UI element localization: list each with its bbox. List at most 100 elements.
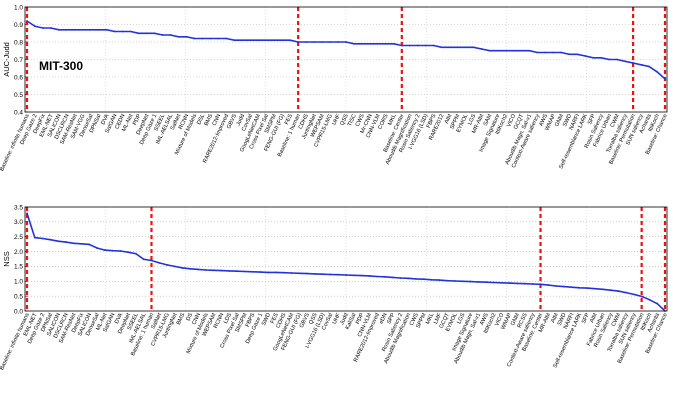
data-point [243,270,246,273]
data-point [88,243,91,246]
data-point [464,46,467,49]
data-point [153,32,156,35]
data-point [544,51,547,54]
data-point [197,268,200,271]
data-point [477,280,480,283]
x-tick-label: AWS [479,312,490,326]
data-point [65,241,67,243]
data-point [424,44,427,47]
data-point [640,295,643,298]
data-point [96,247,98,249]
data-point [282,271,285,274]
y-tick-label: 2.0 [14,249,23,256]
data-point [352,274,355,277]
data-point [656,70,658,73]
data-point [34,25,36,28]
data-point [49,238,52,241]
data-point [528,49,531,52]
data-point [127,251,130,254]
data-point [520,49,523,52]
x-tick-label: TISC [347,113,358,127]
data-point [193,37,196,40]
x-tick-label: BMS [204,113,215,127]
data-point [220,269,223,272]
x-tick-label: PDP [132,113,142,126]
data-point [267,271,270,274]
x-tick-label: DVA [100,113,110,126]
data-point [624,60,627,63]
x-tick-label: MKL [425,312,435,325]
data-point [119,250,122,252]
data-point [80,242,83,245]
data-point [185,35,188,38]
data-point [305,41,308,43]
data-point [448,46,451,49]
data-point [461,280,464,283]
x-tick-label: SFP [587,113,597,126]
data-point [166,264,168,266]
x-tick-label: CWM [610,113,621,129]
data-point [290,272,293,274]
data-point [360,274,363,277]
x-tick-label: DS [185,312,194,322]
data-point [454,280,456,282]
data-point [446,279,449,282]
data-point [492,281,495,284]
data-point [392,42,395,45]
data-point [142,258,145,261]
x-tick-label: LGS [467,113,477,126]
data-point [608,58,611,61]
y-axis-label: NSS [2,251,11,266]
data-point [648,298,651,301]
data-point [578,286,581,289]
data-point [586,287,589,290]
data-point [377,42,379,45]
data-point [73,28,76,31]
y-tick-label: 0.4 [14,109,23,116]
data-point [297,41,300,43]
data-point [353,42,355,45]
data-point [456,46,459,49]
data-point [432,44,435,47]
data-point [135,252,137,255]
data-point [656,302,659,305]
x-tick-label: GNM [510,312,521,327]
data-point [560,51,563,54]
x-tick-label: QSS [339,113,350,126]
data-point [531,283,534,285]
data-point [313,41,315,43]
data-point [345,41,347,43]
data-point [33,236,36,239]
x-tick-label: VICO [506,113,517,129]
data-point [555,285,557,287]
data-point [306,272,308,275]
data-point [469,280,472,283]
y-tick-label: 0.5 [14,92,23,99]
data-point [265,39,268,42]
data-point [158,261,161,264]
x-tick-label: CWM [611,312,622,328]
x-tick-label: PDP [355,312,365,325]
y-tick-label: 0.6 [14,74,23,81]
data-point [236,270,238,273]
x-tick-label: Judd [236,113,247,127]
data-point [512,49,515,52]
y-tick-label: 3.0 [14,219,23,226]
x-tick-label: SWD [562,113,573,127]
data-point [594,287,596,290]
data-point [113,30,116,33]
data-point [26,20,28,22]
y-tick-label: 0.7 [14,57,23,64]
x-tick-label: DVA [114,312,124,325]
x-tick-label: AIM [589,312,599,324]
x-tick-label: QSS [308,312,319,325]
data-point [329,41,331,43]
data-point [496,49,499,52]
data-point [648,65,650,68]
data-point [189,267,192,270]
x-tick-label: VICO [494,312,505,328]
data-point [430,278,433,281]
